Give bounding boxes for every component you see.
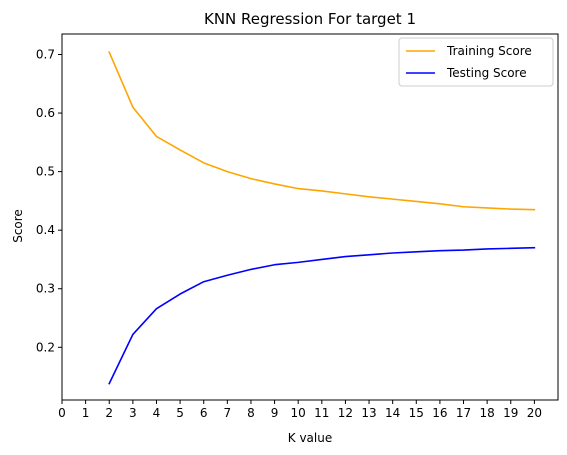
x-tick-label: 11 — [314, 406, 329, 420]
x-tick-label: 1 — [82, 406, 90, 420]
chart-title: KNN Regression For target 1 — [204, 10, 416, 28]
x-tick-label: 9 — [271, 406, 279, 420]
legend-label: Testing Score — [446, 66, 527, 80]
x-tick-label: 13 — [361, 406, 376, 420]
y-tick-label: 0.2 — [36, 340, 55, 354]
x-tick-label: 20 — [527, 406, 542, 420]
legend-box — [398, 37, 554, 87]
x-tick-label: 0 — [58, 406, 66, 420]
y-tick-label: 0.6 — [36, 106, 55, 120]
x-tick-label: 17 — [456, 406, 471, 420]
plot-frame — [61, 33, 559, 401]
x-tick-label: 15 — [409, 406, 424, 420]
y-tick-label: 0.5 — [36, 165, 55, 179]
x-axis-label: K value — [288, 431, 332, 445]
legend: Training Score Testing Score — [398, 37, 554, 87]
x-tick-label: 4 — [153, 406, 161, 420]
x-tick-label: 16 — [432, 406, 447, 420]
x-tick-label: 10 — [291, 406, 306, 420]
x-tick-label: 14 — [385, 406, 400, 420]
y-axis-label: Score — [11, 209, 25, 243]
x-tick-label: 5 — [176, 406, 184, 420]
series-line-training-score — [108, 51, 536, 211]
x-tick-label: 18 — [480, 406, 495, 420]
x-tick-label: 8 — [247, 406, 255, 420]
ticks-layer: 0 1 2 3 4 5 6 7 8 9 10 11 12 13 14 15 16 17 18 19 200.20.30.… — [36, 47, 542, 420]
y-tick-label: 0.3 — [36, 282, 55, 296]
series-line-testing-score — [108, 246, 536, 385]
x-tick-label: 19 — [503, 406, 518, 420]
x-tick-label: 6 — [200, 406, 208, 420]
y-tick-label: 0.7 — [36, 47, 55, 61]
legend-label: Training Score — [446, 44, 532, 58]
series-layer — [108, 51, 536, 385]
x-tick-label: 12 — [338, 406, 353, 420]
x-tick-label: 2 — [105, 406, 113, 420]
x-tick-label: 3 — [129, 406, 137, 420]
y-tick-label: 0.4 — [36, 223, 55, 237]
x-tick-label: 7 — [224, 406, 232, 420]
